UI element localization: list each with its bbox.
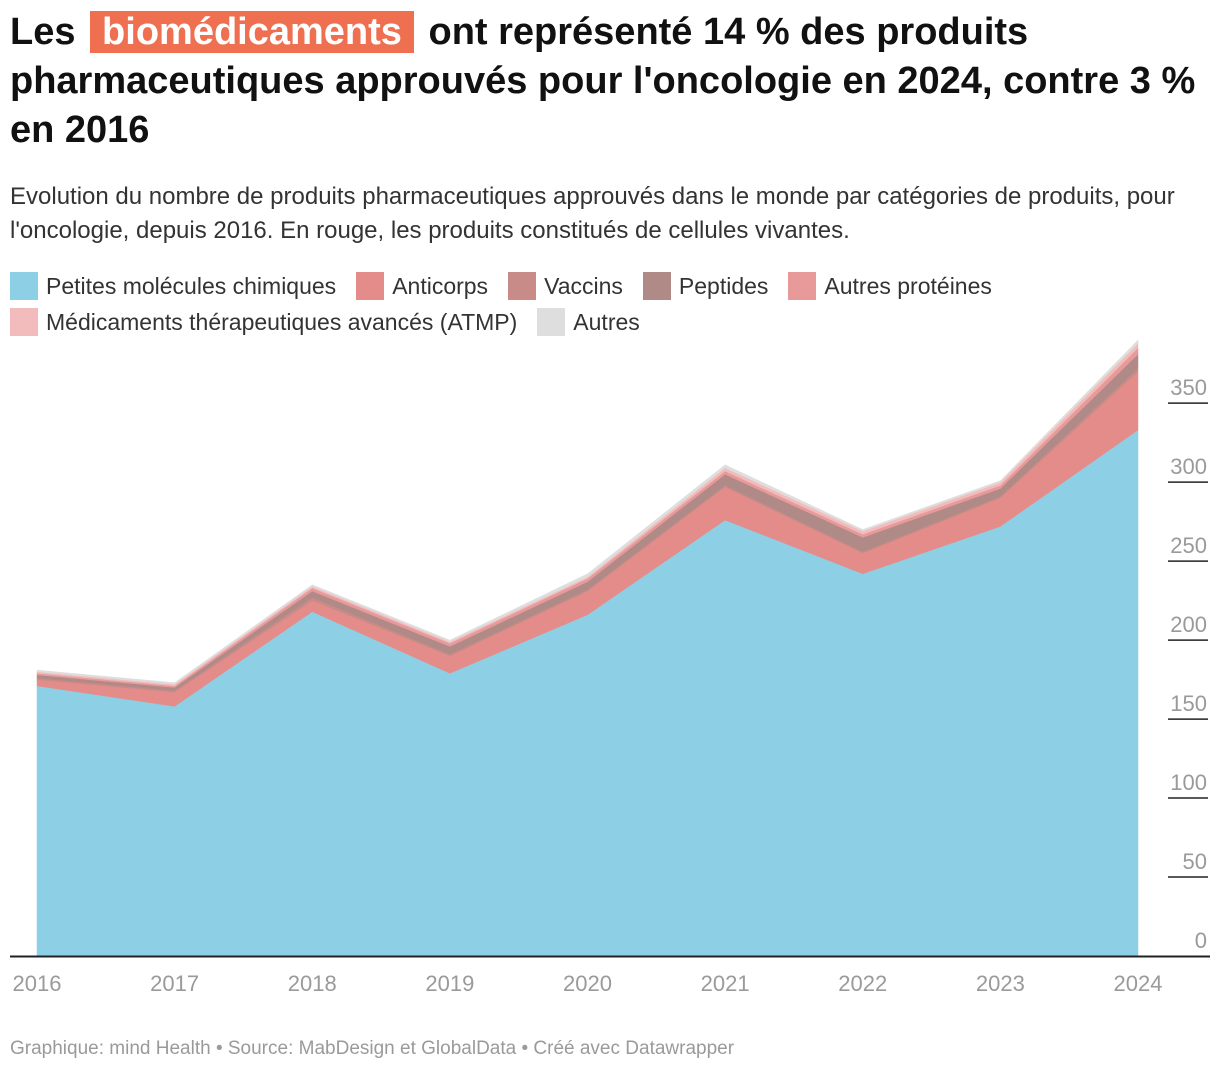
legend-item-vaccins: Vaccins [508,272,623,300]
legend-item-autres-proteines: Autres protéines [788,272,992,300]
title-suffix: ont représenté 14 % des produits pharmac… [10,11,1196,151]
legend-swatch [356,272,385,300]
chart-subtitle: Evolution du nombre de produits pharmace… [10,183,1175,244]
x-tick-label-2021: 2021 [701,971,750,996]
legend-item-anticorps: Anticorps [356,272,488,300]
stacked-area-chart: 0 50 100 150 200 250 300 350 2016 2017 2018 2019 202… [10,340,1210,996]
legend-label: Peptides [678,272,769,299]
x-tick-label-2017: 2017 [150,971,199,996]
y-tick-label-300: 300 [1170,454,1207,479]
x-tick-label-2023: 2023 [976,971,1025,996]
y-tick-label-150: 150 [1170,691,1207,716]
y-tick-label-350: 350 [1170,375,1207,400]
legend-item-atmp: Médicaments thérapeutiques avancés (ATMP… [10,308,517,336]
x-tick-label-2018: 2018 [288,971,337,996]
y-tick-label-200: 200 [1170,612,1207,637]
legend-swatch [788,272,817,300]
x-tick-label-2019: 2019 [425,971,474,996]
y-tick-label-0: 0 [1195,928,1207,953]
legend-swatch [508,272,537,300]
legend-label: Autres [573,308,640,335]
x-tick-label-2016: 2016 [13,971,62,996]
area-autres [36,340,1139,685]
legend-label: Anticorps [392,272,489,299]
y-tick-label-100: 100 [1170,770,1207,795]
x-tick-label-2022: 2022 [838,971,887,996]
legend-swatch [10,272,38,300]
legend-item-petites-molecules: Petites molécules chimiques [10,272,336,300]
y-tick-label-250: 250 [1170,533,1207,558]
legend-swatch [10,308,38,336]
legend-label: Autres protéines [824,272,992,299]
legend-swatch [642,272,671,300]
x-tick-label-2020: 2020 [563,971,612,996]
chart-footer: Graphique: mind Health • Source: MabDesi… [10,1038,735,1059]
title-prefix: Les [10,11,76,53]
legend-row-1: Petites molécules chimiques Anticorps Va… [10,268,1200,304]
legend: Petites molécules chimiques Anticorps Va… [10,268,1200,340]
title-highlight: biomédicaments [90,11,414,53]
legend-item-peptides: Peptides [642,272,769,300]
legend-swatch [537,308,566,336]
chart-title: Les biomédicaments ont représenté 14 % d… [10,8,1200,155]
legend-label: Médicaments thérapeutiques avancés (ATMP… [46,308,518,335]
legend-item-autres: Autres [537,308,640,336]
y-tick-label-50: 50 [1183,849,1207,874]
x-tick-label-2024: 2024 [1114,971,1163,996]
legend-label: Vaccins [544,272,623,299]
legend-row-2: Médicaments thérapeutiques avancés (ATMP… [10,304,1200,340]
legend-label: Petites molécules chimiques [46,272,337,299]
